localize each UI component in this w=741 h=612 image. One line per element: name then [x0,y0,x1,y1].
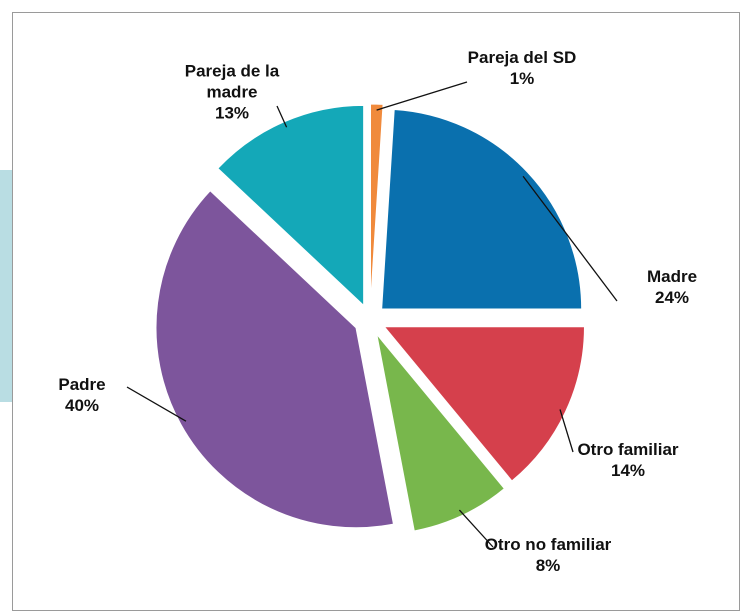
leader-line [376,81,468,111]
pie-slice [381,108,583,310]
label-name: Padre [58,375,106,394]
data-label: Pareja de la madre 13% [162,61,302,124]
label-name: Pareja del SD [467,48,577,67]
label-value: 8% [535,556,561,575]
label-name: Otro no familiar [484,535,612,554]
leader-line [522,175,618,302]
data-label: Otro no familiar 8% [478,534,618,576]
pie-slice [383,326,585,482]
data-label: Madre 24% [602,266,741,308]
label-value: 14% [610,461,646,480]
label-value: 24% [654,288,690,307]
side-bar [0,170,12,402]
pie-slice [370,103,384,305]
leader-line [559,409,574,453]
leader-line [126,386,187,422]
data-label: Otro familiar 14% [558,439,698,481]
leader-line [458,509,494,548]
label-value: 1% [509,69,535,88]
frame [12,12,740,611]
pie-slice [155,190,395,529]
leader-line [276,105,288,128]
label-name: Pareja de la madre [184,61,280,102]
label-value: 40% [64,396,100,415]
pie-slice [376,334,506,532]
data-label: Pareja del SD 1% [452,47,592,89]
label-value: 13% [214,103,250,123]
label-name: Otro familiar [577,440,679,459]
data-label: Padre 40% [12,374,152,416]
label-name: Madre [646,267,698,286]
